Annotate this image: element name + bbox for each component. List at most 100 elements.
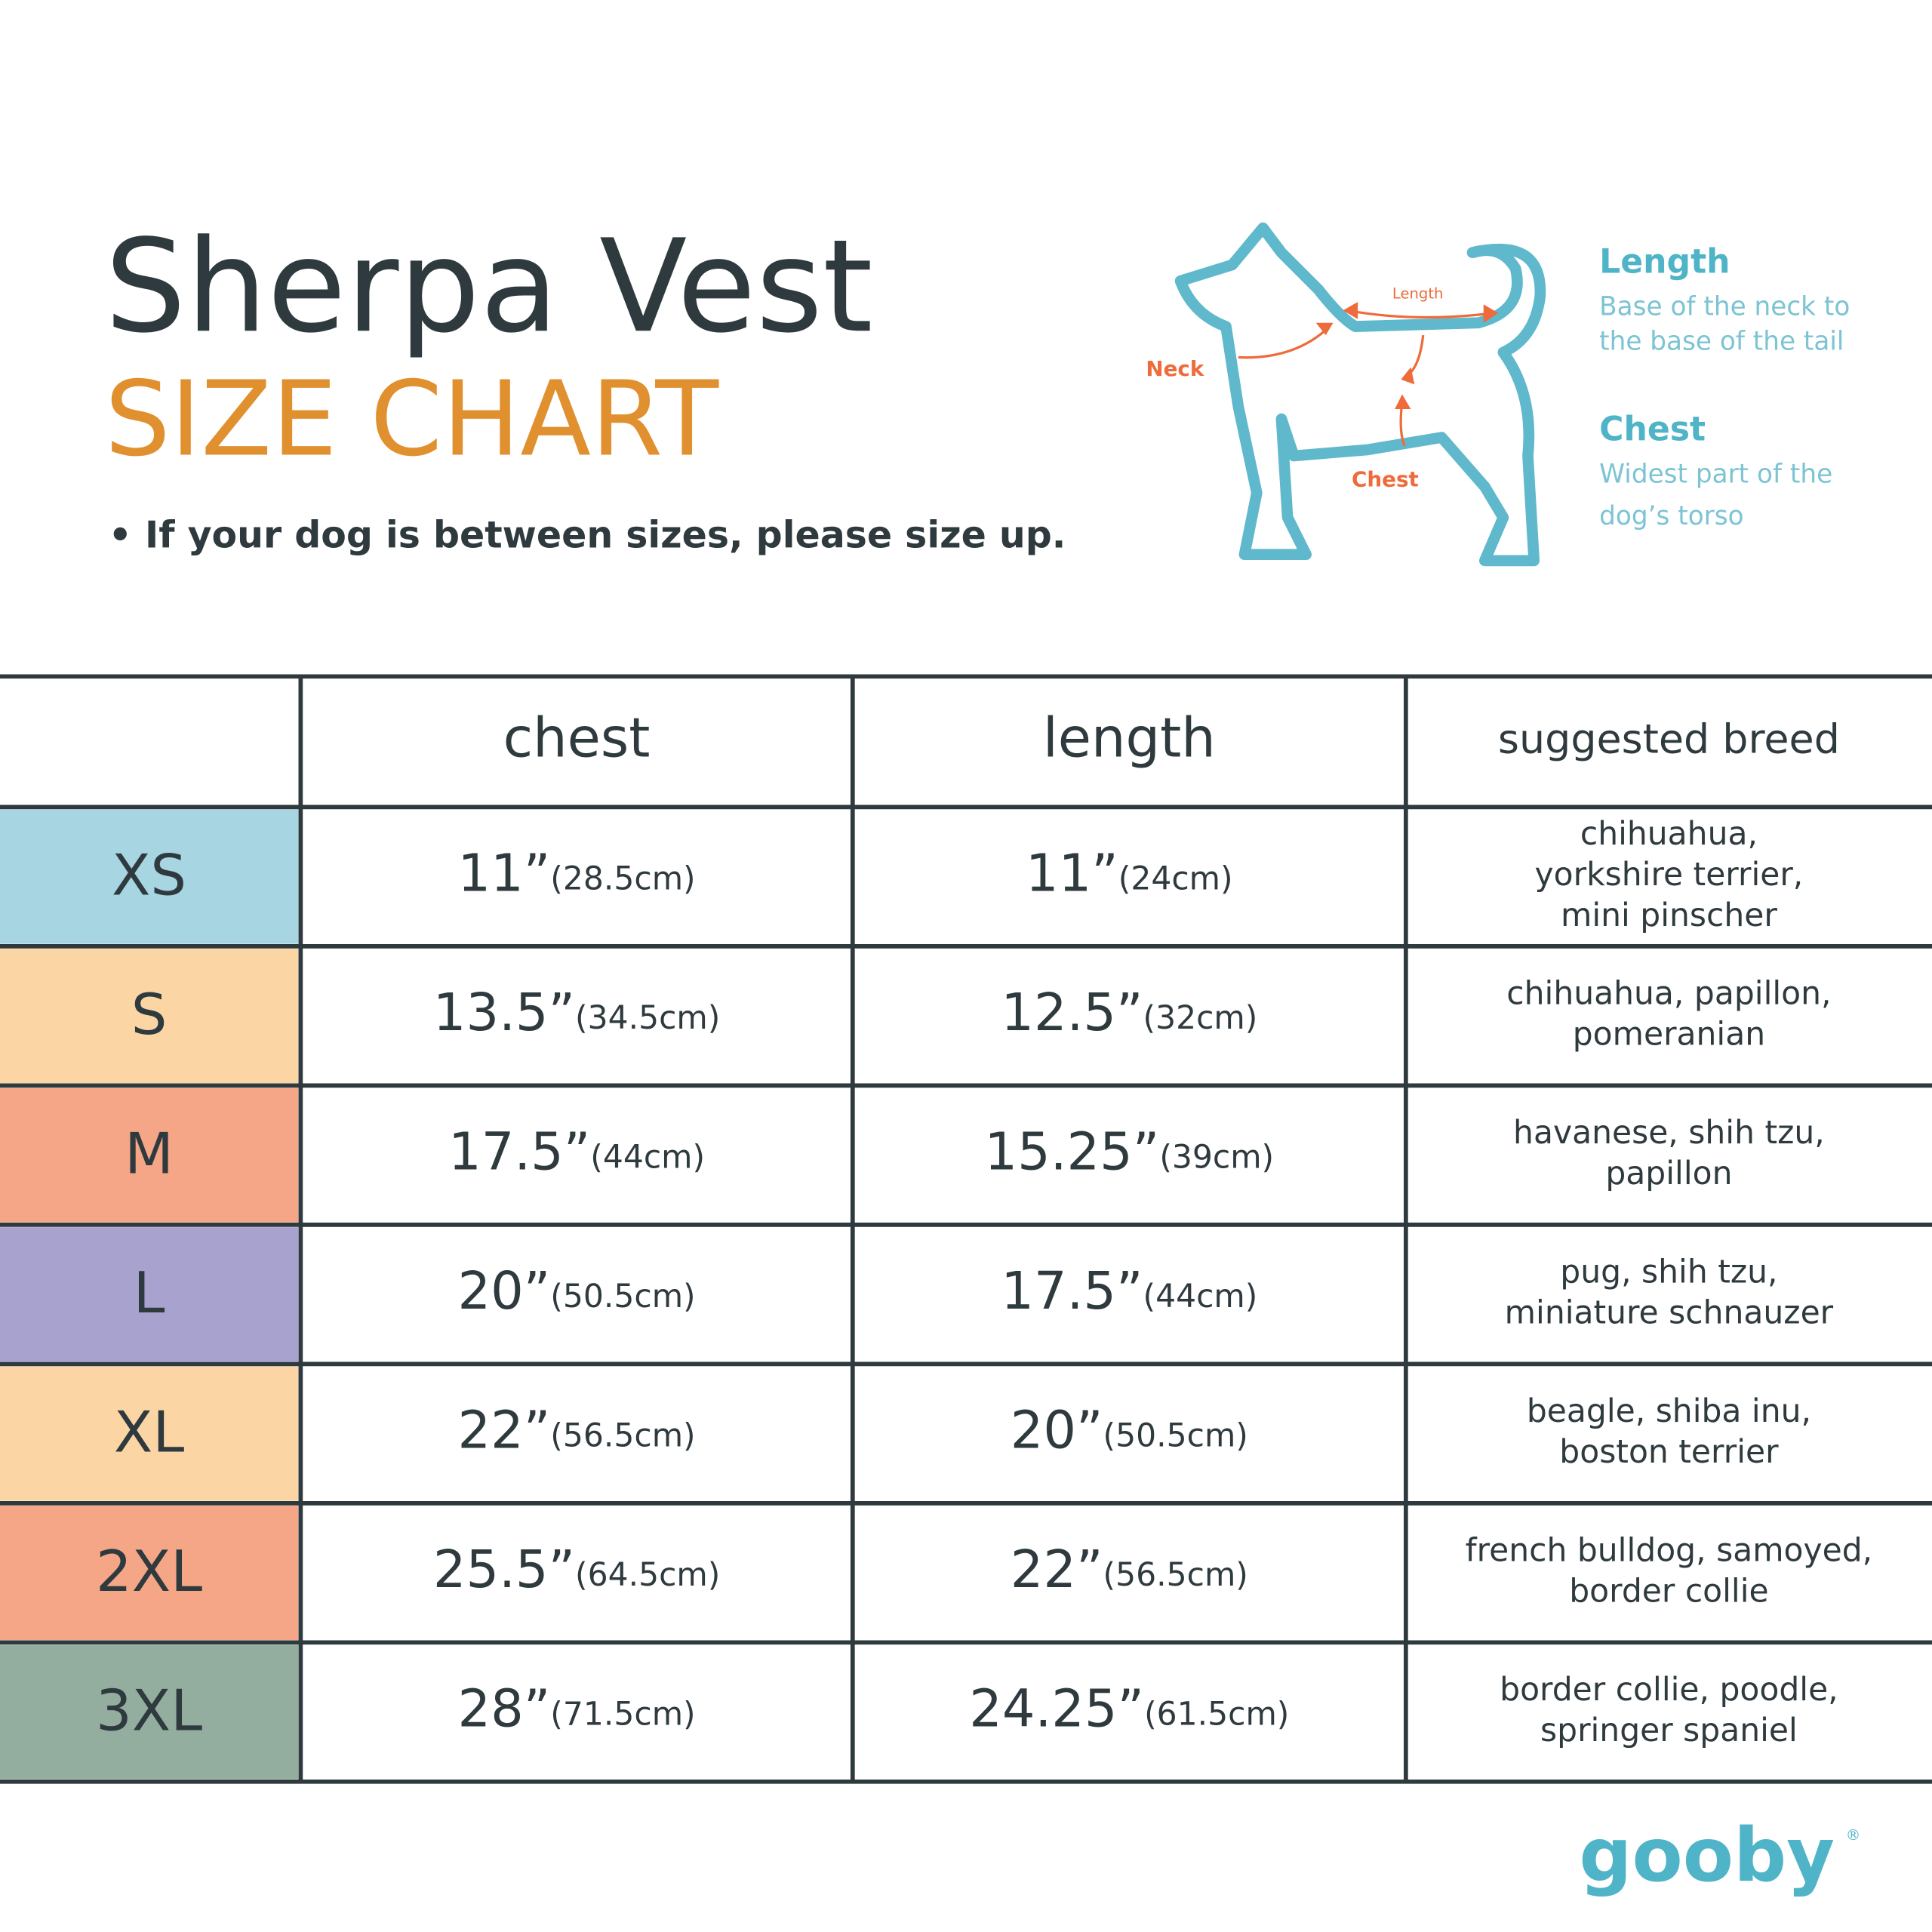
size-label: L: [134, 1260, 165, 1326]
centimeters: (56.5cm): [550, 1417, 695, 1454]
breed: havanese, shih tzu,: [1513, 1115, 1825, 1152]
breed: border collie, poodle,: [1500, 1672, 1838, 1709]
dog-diagram: Neck Length Chest: [1146, 222, 1546, 567]
centimeters: (28.5cm): [550, 860, 695, 897]
arrow-head: [1343, 302, 1358, 319]
size-label: S: [131, 981, 168, 1048]
breed: french bulldog, samoyed,: [1466, 1533, 1872, 1570]
inches: 12.5”: [1001, 983, 1143, 1043]
centimeters: (44cm): [1143, 1278, 1258, 1315]
size-cell: [0, 1366, 299, 1501]
arrow-head: [1395, 394, 1411, 410]
inches: 22”: [458, 1401, 551, 1461]
centimeters: (56.5cm): [1103, 1556, 1248, 1593]
breed: papillon: [1605, 1155, 1732, 1192]
size-cell: [0, 1506, 299, 1641]
chest-value: 25.5”(64.5cm): [433, 1540, 720, 1600]
dog-outline: [1174, 222, 1546, 567]
size-cell: [0, 1644, 299, 1780]
centimeters: (39cm): [1159, 1139, 1274, 1176]
neck-label: Neck: [1146, 356, 1204, 381]
breed: pomeranian: [1573, 1017, 1765, 1054]
legend-description: Widest part of the: [1599, 460, 1832, 490]
arrow-head: [1483, 304, 1499, 323]
brand-logo: gooby: [1579, 1813, 1835, 1899]
centimeters: (34.5cm): [575, 1000, 720, 1037]
centimeters: (50.5cm): [550, 1278, 695, 1315]
inches: 11”: [458, 844, 551, 904]
chest-value: 22”(56.5cm): [458, 1401, 696, 1461]
length-value: 12.5”(32cm): [1001, 983, 1257, 1043]
inches: 28”: [458, 1679, 551, 1740]
centimeters: (64.5cm): [575, 1556, 720, 1593]
size-cell: [0, 1088, 299, 1223]
inches: 15.25”: [985, 1122, 1160, 1183]
title: Sherpa Vest: [105, 212, 873, 361]
breed: boston terrier: [1559, 1434, 1779, 1471]
legend-term: Length: [1599, 242, 1730, 281]
inches: 20”: [1011, 1401, 1103, 1461]
centimeters: (71.5cm): [550, 1696, 695, 1733]
length-value: 24.25”(61.5cm): [969, 1679, 1289, 1740]
inches: 17.5”: [448, 1122, 590, 1183]
length-arrow: [1347, 309, 1494, 319]
size-cell: [0, 1227, 299, 1362]
chest-value: 11”(28.5cm): [458, 844, 696, 904]
centimeters: (61.5cm): [1144, 1696, 1289, 1733]
breed: miniature schnauzer: [1505, 1295, 1834, 1332]
chest-value: 13.5”(34.5cm): [433, 983, 720, 1043]
centimeters: (44cm): [590, 1139, 705, 1176]
column-header: length: [1043, 706, 1216, 769]
chest-value: 28”(71.5cm): [458, 1679, 696, 1740]
breed: pug, shih tzu,: [1560, 1254, 1777, 1291]
centimeters: (24cm): [1118, 860, 1233, 897]
length-value: 17.5”(44cm): [1001, 1261, 1257, 1321]
breed: chihuahua,: [1580, 816, 1758, 853]
subtitle: SIZE CHART: [105, 359, 720, 479]
legend-term: Chest: [1599, 410, 1706, 448]
size-cell: [0, 949, 299, 1084]
chest-arrow: [1399, 334, 1425, 447]
chest-value: 20”(50.5cm): [458, 1261, 696, 1321]
arrow-head: [1315, 322, 1334, 336]
inches: 13.5”: [433, 983, 575, 1043]
inches: 17.5”: [1001, 1261, 1143, 1321]
length-value: 20”(50.5cm): [1011, 1401, 1248, 1461]
legend-description: dog’s torso: [1599, 501, 1743, 531]
length-label: Length: [1392, 285, 1444, 303]
neck-arrow: [1238, 327, 1330, 359]
inches: 20”: [458, 1261, 551, 1321]
size-label: 2XL: [96, 1538, 202, 1604]
breed: beagle, shiba inu,: [1527, 1393, 1811, 1430]
brand-mark: ®: [1846, 1826, 1861, 1844]
breed: springer spaniel: [1540, 1712, 1798, 1749]
length-value: 11”(24cm): [1026, 844, 1233, 904]
centimeters: (50.5cm): [1103, 1417, 1248, 1454]
inches: 11”: [1026, 844, 1118, 904]
inches: 22”: [1011, 1540, 1103, 1600]
note: • If your dog is between sizes, please s…: [109, 513, 1066, 556]
size-label: XL: [114, 1398, 184, 1465]
legend-description: the base of the tail: [1599, 326, 1844, 356]
centimeters: (32cm): [1143, 1000, 1258, 1037]
size-label: M: [125, 1120, 174, 1186]
legend-description: Base of the neck to: [1599, 292, 1850, 322]
breed: yorkshire terrier,: [1535, 857, 1804, 894]
arrow-head: [1401, 367, 1415, 385]
length-value: 15.25”(39cm): [985, 1122, 1275, 1183]
inches: 25.5”: [433, 1540, 575, 1600]
size-cell: [0, 809, 299, 944]
breed: chihuahua, papillon,: [1506, 976, 1831, 1013]
inches: 24.25”: [969, 1679, 1144, 1740]
breed: mini pinscher: [1561, 897, 1777, 934]
size-label: XS: [112, 841, 186, 908]
breed: border collie: [1569, 1574, 1768, 1611]
column-header: suggested breed: [1498, 715, 1840, 762]
chest-value: 17.5”(44cm): [448, 1122, 705, 1183]
column-header: chest: [503, 706, 651, 769]
chest-label: Chest: [1352, 467, 1419, 492]
size-label: 3XL: [96, 1677, 202, 1743]
length-value: 22”(56.5cm): [1011, 1540, 1248, 1600]
